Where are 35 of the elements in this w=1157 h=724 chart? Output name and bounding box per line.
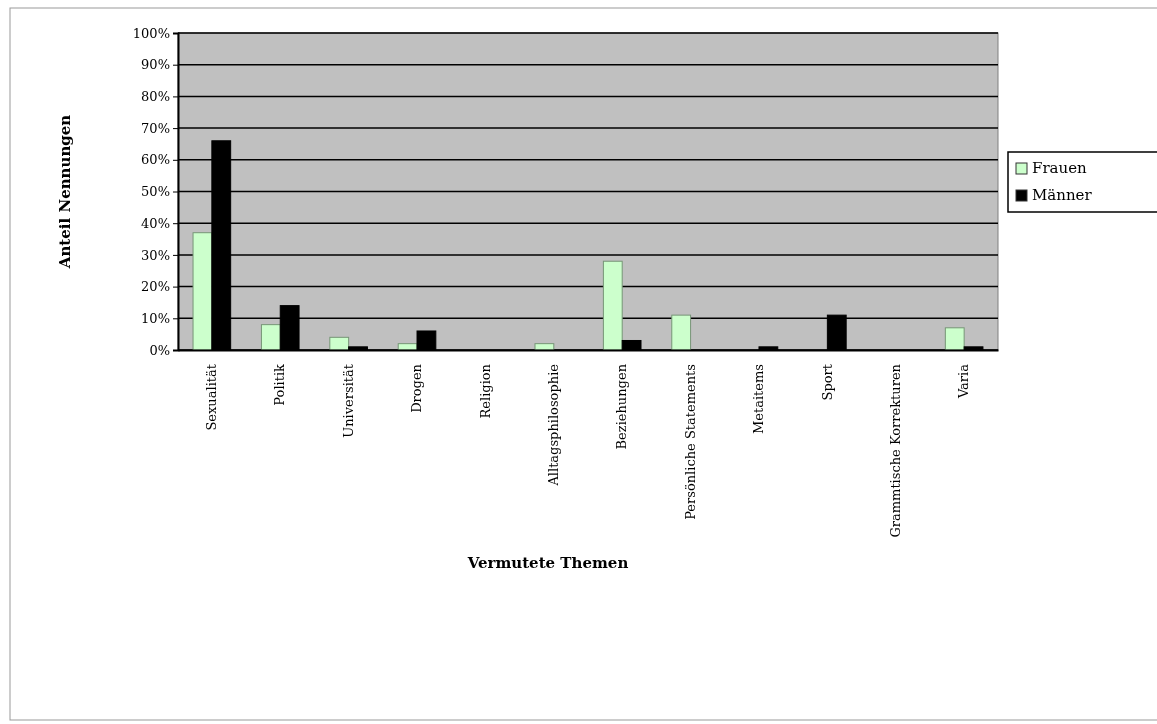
x-tick-label: Politik bbox=[272, 363, 288, 406]
x-tick-label: Universität bbox=[340, 363, 356, 438]
y-tick-label: 30% bbox=[141, 247, 170, 263]
x-tick-label: Religion bbox=[477, 363, 493, 419]
bar bbox=[602, 260, 623, 351]
x-tick-label: Drogen bbox=[409, 363, 425, 413]
bar bbox=[944, 327, 965, 351]
bar bbox=[329, 336, 350, 351]
y-tick-label: 20% bbox=[141, 279, 170, 295]
y-tick-label: 60% bbox=[141, 152, 170, 168]
y-tick-label: 100% bbox=[132, 25, 170, 41]
y-tick-label: 80% bbox=[141, 89, 170, 105]
bar bbox=[534, 343, 555, 351]
bar bbox=[397, 343, 418, 351]
bar bbox=[671, 314, 692, 351]
x-tick-label: Persönliche Statements bbox=[682, 364, 698, 520]
legend-label: Männer bbox=[1032, 186, 1093, 204]
x-tick-label: Alltagsphilosophie bbox=[545, 363, 561, 487]
x-axis-title: Vermutete Themen bbox=[466, 553, 629, 572]
y-tick-label: 40% bbox=[141, 215, 170, 231]
x-tick-label: Metaitems bbox=[751, 364, 767, 435]
x-tick-label: Grammtische Korrekturen bbox=[887, 363, 903, 538]
bar bbox=[192, 232, 213, 351]
legend-label: Frauen bbox=[1032, 159, 1088, 177]
y-tick-label: 70% bbox=[141, 120, 170, 136]
x-tick-label: Sexualität bbox=[204, 363, 220, 431]
y-tick-label: 90% bbox=[141, 57, 170, 73]
y-tick-label: 0% bbox=[149, 342, 170, 358]
y-axis-title: Anteil Nennungen bbox=[56, 114, 74, 270]
x-tick-label: Beziehungen bbox=[614, 363, 630, 450]
y-tick-label: 10% bbox=[141, 310, 170, 326]
x-tick-label: Sport bbox=[819, 363, 835, 401]
y-tick-label: 50% bbox=[141, 184, 170, 200]
x-tick-label: Varia bbox=[956, 363, 972, 400]
bar bbox=[260, 324, 281, 351]
